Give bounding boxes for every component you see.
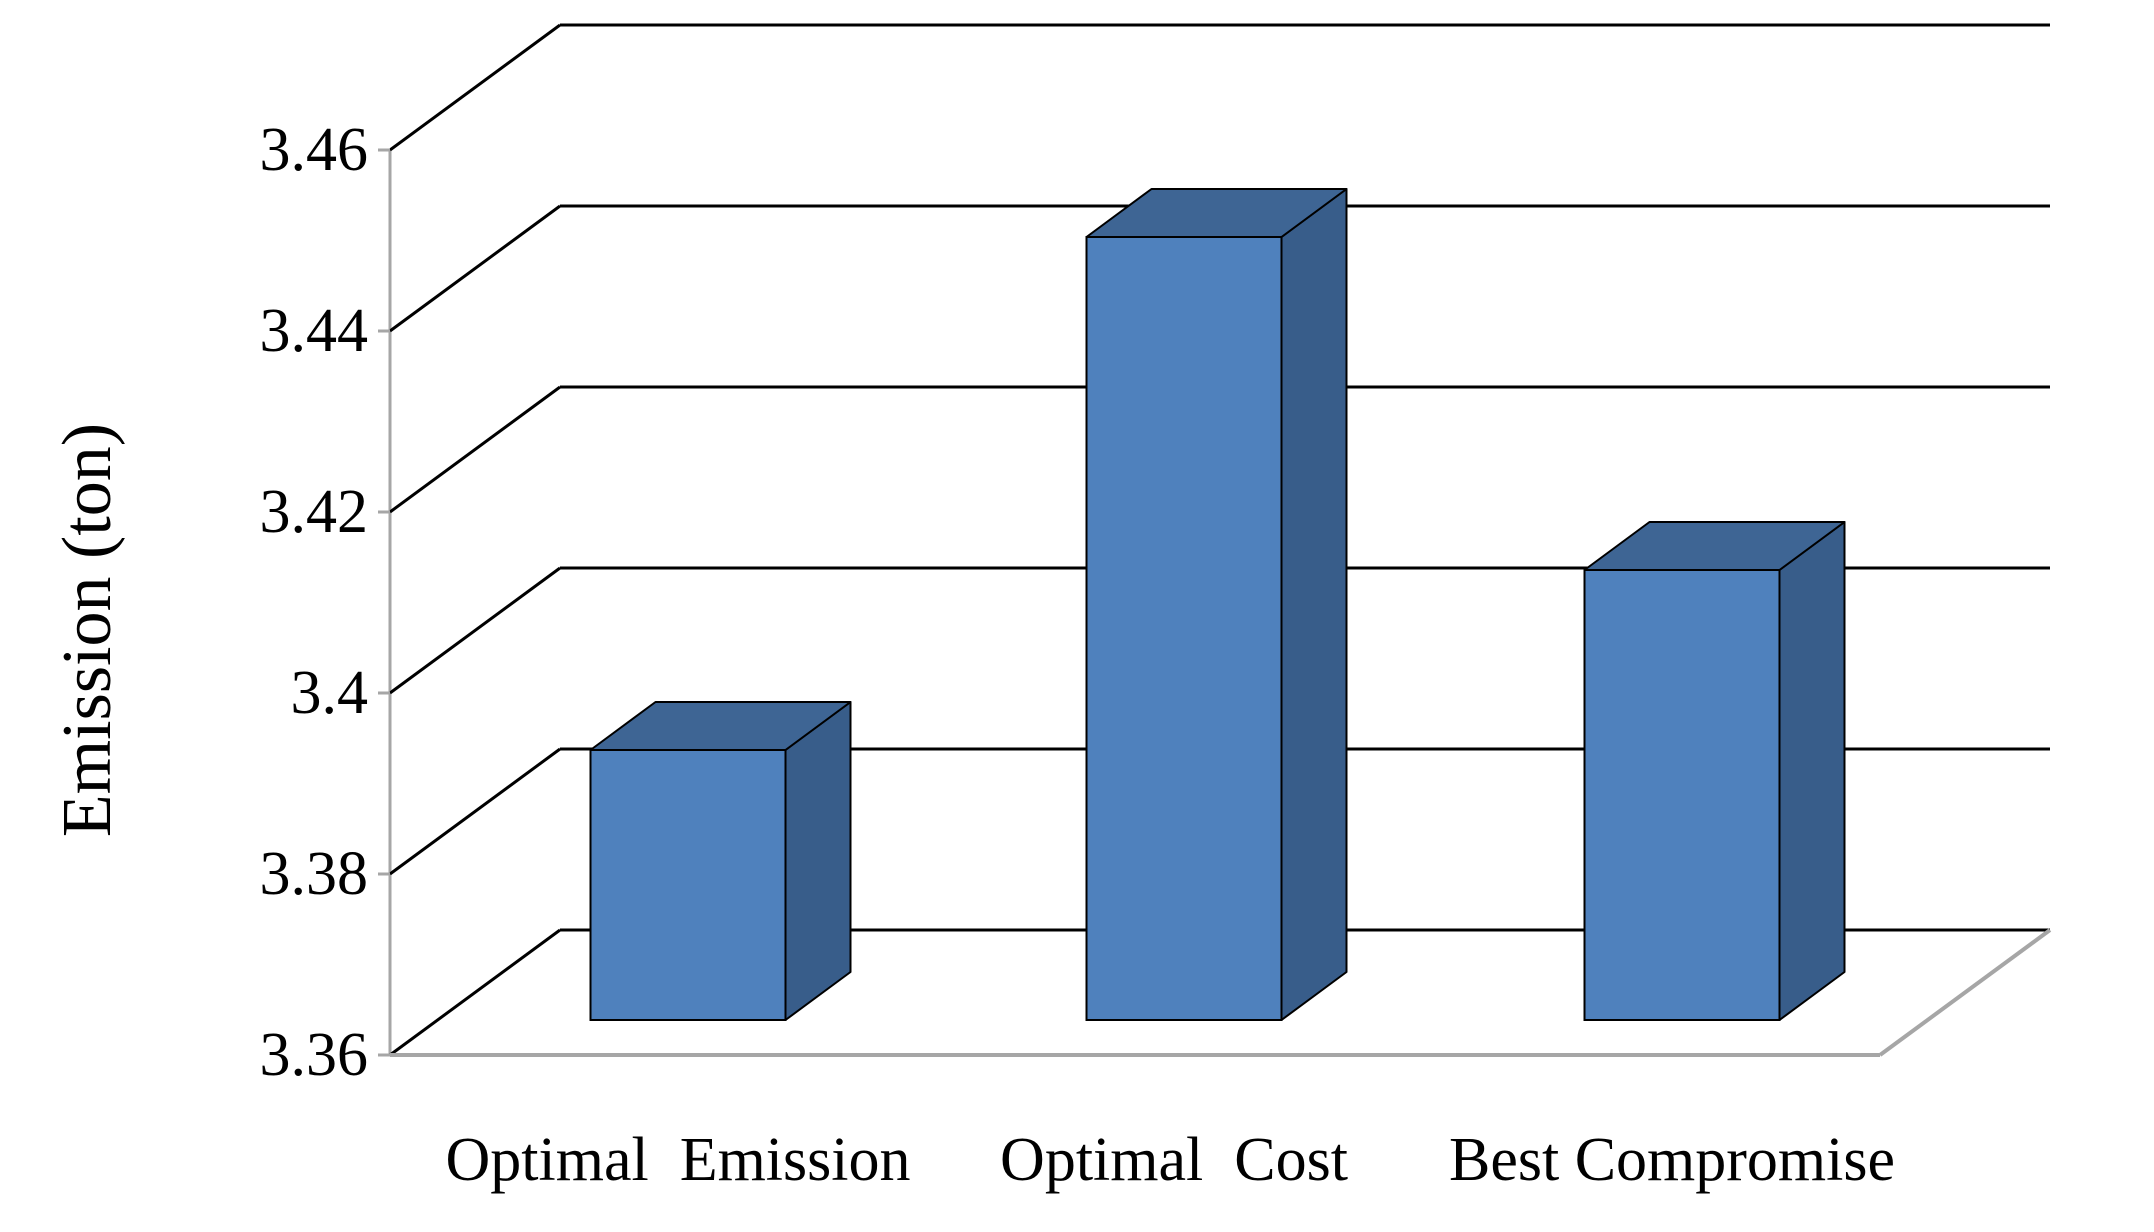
y-tick-labels: 3.36 3.38 3.4 3.42 3.44 3.46: [260, 116, 369, 1089]
floor-right-edge: [1878, 928, 2052, 1057]
category-label: Optimal Cost: [1000, 1126, 1348, 1194]
bar-front-face: [1583, 569, 1781, 1021]
gridline-diagonal-3.36: [389, 928, 561, 1057]
gridline-diagonal-3.46: [389, 23, 561, 152]
category-labels: Optimal Emission Optimal Cost Best Comprom…: [446, 1126, 1896, 1194]
bar: [589, 701, 852, 1021]
gridline-diagonal-3.44: [389, 204, 561, 333]
bar: [1085, 188, 1348, 1021]
y-tick-label: 3.44: [260, 297, 369, 365]
bar: [1583, 521, 1846, 1021]
y-tick-label: 3.4: [291, 659, 369, 727]
bars-layer: [589, 188, 1846, 1021]
gridline-diagonal-3.38: [389, 747, 561, 876]
bar-side-face: [1280, 188, 1348, 1021]
bar-side-face: [1778, 521, 1846, 1021]
floor-layer: [390, 928, 2052, 1057]
y-tick-label: 3.46: [260, 116, 369, 184]
gridline-diagonal-3.42: [389, 385, 561, 514]
category-label: Optimal Emission: [446, 1126, 911, 1194]
y-tick-label: 3.42: [260, 478, 369, 546]
bar-front-face: [589, 749, 787, 1021]
y-tick-label: 3.38: [260, 840, 369, 908]
bar-front-face: [1085, 236, 1283, 1021]
y-axis-title: Emission (ton): [49, 423, 126, 837]
gridline-diagonal-3.4: [389, 566, 561, 695]
bar-side-face: [784, 701, 852, 1021]
category-label: Best Compromise: [1449, 1126, 1895, 1194]
y-tick-label: 3.36: [260, 1021, 369, 1089]
